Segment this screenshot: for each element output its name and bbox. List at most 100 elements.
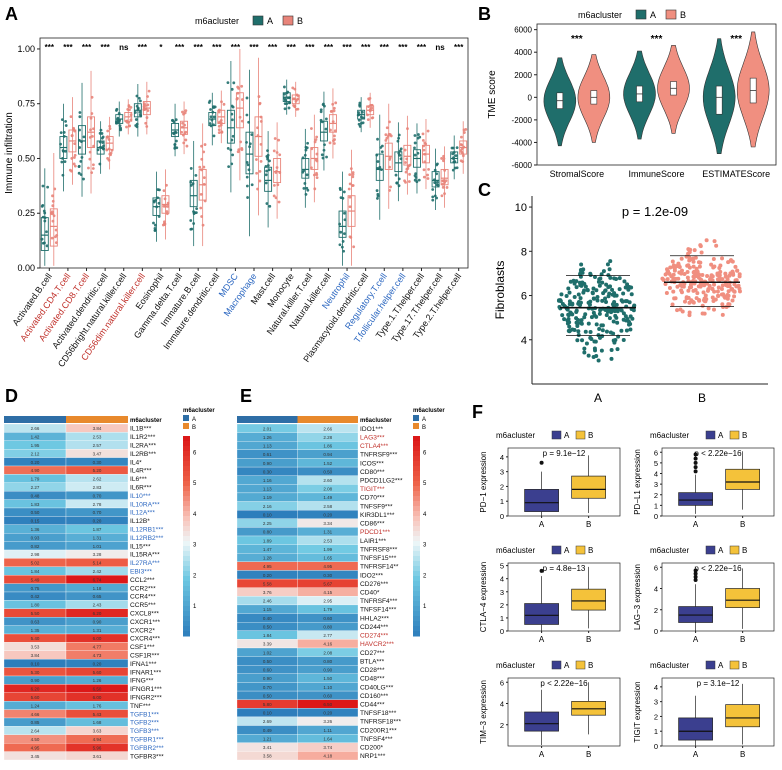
panel-c-point-A [614, 293, 619, 298]
panel-letter-f: F [472, 402, 483, 422]
heat-cell-value: 4.15 [323, 590, 332, 595]
panel-a-point [445, 186, 449, 189]
panel-a-point [91, 167, 95, 170]
panel-c-point-A [621, 338, 626, 343]
heat-scale-segment [183, 616, 190, 622]
panel-c-point-A [560, 313, 565, 318]
panel-c-point-A [578, 296, 583, 301]
panel-a-point [422, 168, 426, 172]
panel-c-point-A [576, 292, 581, 297]
panel-c-point-A [605, 262, 610, 267]
panel-f-ylabel: PD−1 expression [479, 451, 488, 512]
panel-c-point-A [567, 290, 572, 295]
panel-c-point-A [583, 329, 588, 334]
panel-a-point [64, 149, 67, 153]
panel-c-point-A [612, 340, 617, 345]
panel-a-point [72, 156, 76, 159]
panel-a-point [404, 161, 408, 164]
panel-c-point-A [626, 287, 631, 292]
panel-a-point [417, 178, 421, 182]
panel-a-ylabel: Immune infiltration [4, 112, 15, 194]
panel-f-ytick-label: 6 [500, 678, 504, 687]
panel-a-point [328, 141, 332, 145]
panel-c-point-A [623, 285, 628, 290]
heat-cell-value: 0.90 [31, 678, 40, 683]
heat-cell-value: 3.63 [93, 729, 102, 734]
heat-scale-segment [183, 511, 190, 517]
heat-scale-segment [413, 521, 420, 527]
panel-b-ytick-label: -6000 [512, 161, 533, 170]
panel-a-point [100, 136, 104, 140]
panel-b-legend-swatch-B [665, 9, 677, 20]
heat-scale-segment [413, 446, 420, 452]
panel-f-category-label: A [693, 635, 699, 644]
panel-b-significance: *** [571, 34, 583, 45]
heat-scale-segment [183, 501, 190, 507]
heat-cell-value: 6.20 [93, 611, 102, 616]
heat-cell-value: 5.14 [93, 561, 102, 566]
panel-a-point [227, 165, 231, 169]
panel-a-point [153, 227, 157, 230]
panel-c-point-B [677, 270, 682, 275]
heat-scale-segment [413, 551, 420, 557]
panel-b-category-label: ImmuneScore [628, 169, 684, 179]
heat-cell-value: 4.73 [93, 653, 102, 658]
heat-cell-value: 3.41 [263, 745, 272, 750]
heat-legend-swatch-A [413, 415, 419, 421]
panel-c-point-A [617, 276, 622, 281]
heat-cell-value: 0.80 [323, 624, 332, 629]
panel-c-point-B [672, 296, 677, 301]
heat-scale-segment [413, 576, 420, 582]
panel-f-legend-label-A: A [718, 546, 724, 555]
panel-a-point [380, 150, 384, 154]
panel-a-point [64, 124, 68, 127]
panel-c-point-B [675, 284, 680, 289]
heat-scale-segment [183, 481, 190, 487]
heat-cell-value: 0.30 [263, 469, 272, 474]
panel-c-point-A [595, 298, 600, 303]
heat-row-label: IL12B* [130, 518, 150, 525]
panel-a-point [404, 170, 408, 174]
panel-f-ytick-label: 1 [654, 727, 658, 736]
panel-a-point [414, 172, 418, 176]
heat-row-label: CXCR1*** [130, 619, 160, 626]
panel-c-point-A [572, 328, 577, 333]
heat-scale-segment [413, 536, 420, 542]
heat-row-label: CSF1*** [130, 644, 155, 651]
panel-c-category-label: B [698, 391, 706, 405]
panel-c-point-A [586, 321, 591, 326]
heat-scale-segment [183, 436, 190, 442]
panel-f-ytick-label: 4 [500, 453, 504, 462]
panel-c-point-B [730, 298, 735, 303]
panel-a-legend-label-B: B [297, 16, 303, 26]
panel-f-category-label: A [693, 520, 699, 529]
heat-scale-segment [183, 536, 190, 542]
panel-letter-d: D [5, 386, 18, 406]
panel-c-point-A [585, 288, 590, 293]
heat-cell-value: 5.67 [323, 581, 332, 586]
panel-a-point [208, 122, 212, 125]
heat-cell-value: 2.43 [93, 603, 102, 608]
panel-a-point [165, 210, 169, 213]
panel-f-legend-swatch-A [705, 545, 716, 555]
heat-scale-tick-label: 2 [193, 573, 197, 579]
heat-row-label: CD40LG*** [360, 684, 394, 691]
panel-a-box-A [245, 131, 254, 175]
panel-c-point-A [619, 328, 624, 333]
panel-a-ytick-label: 1.00 [17, 44, 35, 54]
panel-f-legend-swatch-A [551, 660, 562, 670]
panel-c-point-A [620, 299, 625, 304]
heat-scale-tick-label: 5 [423, 481, 427, 487]
panel-c-fibroblasts: C 4 6 8 10 Fibroblasts p = 1.2e-09 A B [478, 180, 768, 405]
panel-a-legend-title: m6acluster [195, 16, 239, 26]
panel-c-point-A [600, 328, 605, 333]
heat-cell-value: 4.94 [93, 737, 102, 742]
panel-f-plot-frame [661, 447, 775, 517]
panel-a-box-A [431, 171, 440, 188]
panel-c-point-B [737, 286, 742, 291]
panel-a-point [60, 160, 64, 164]
panel-a-point [109, 151, 113, 155]
panel-f-subplot: m6acluster A B 2 4 6 TIM−3 expression p < 2.22e… [479, 660, 621, 759]
panel-a-point [315, 173, 319, 177]
